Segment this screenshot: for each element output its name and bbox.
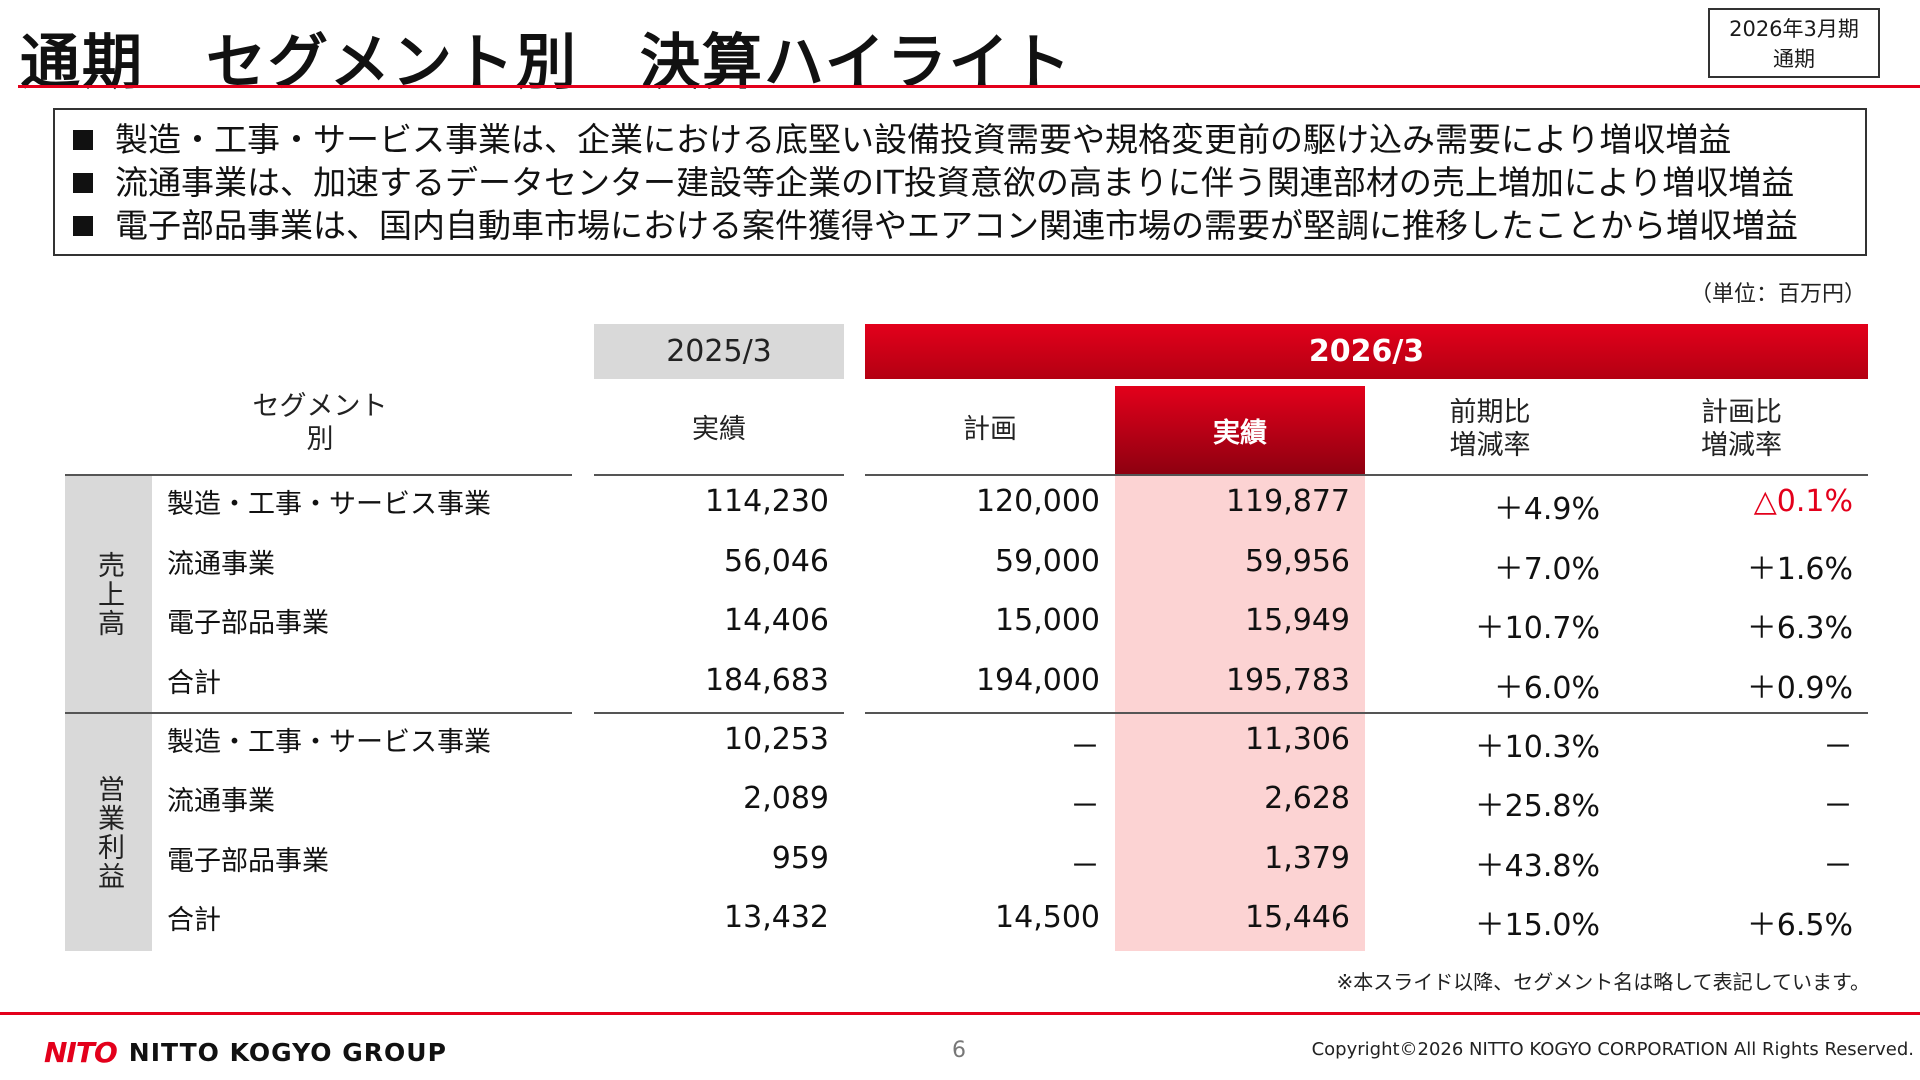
footnote: ※本スライド以降、セグメント名は略して表記しています。 bbox=[1336, 970, 1870, 994]
row-label: 流通事業 bbox=[167, 549, 275, 580]
cell-actual: 11,306 bbox=[1245, 722, 1350, 757]
summary-box: 製造・工事・サービス事業は、企業における底堅い設備投資需要や規格変更前の駆け込み… bbox=[53, 108, 1867, 256]
cell-vsplan: ＋0.9% bbox=[1746, 671, 1853, 706]
summary-item: 電子部品事業は、国内自動車市場における案件獲得やエアコン関連市場の需要が堅調に推… bbox=[69, 204, 1865, 247]
row-label: 合計 bbox=[167, 905, 221, 936]
table-rule bbox=[865, 474, 1868, 476]
header-yoy-line1: 前期比 bbox=[1449, 397, 1531, 428]
cell-vsplan: － bbox=[1823, 730, 1853, 765]
table-rule bbox=[594, 474, 844, 476]
cell-actual: 15,446 bbox=[1245, 900, 1350, 935]
table-rule bbox=[65, 474, 572, 476]
summary-item: 製造・工事・サービス事業は、企業における底堅い設備投資需要や規格変更前の駆け込み… bbox=[69, 118, 1865, 161]
group-operating-profit: 営業利益 bbox=[65, 714, 152, 951]
cell-yoy: ＋43.8% bbox=[1474, 849, 1600, 884]
summary-text: 製造・工事・サービス事業は、企業における底堅い設備投資需要や規格変更前の駆け込み… bbox=[115, 120, 1732, 159]
header-yoy-line2: 増減率 bbox=[1449, 430, 1531, 461]
row-label: 製造・工事・サービス事業 bbox=[167, 727, 491, 758]
cell-plan: 120,000 bbox=[975, 484, 1100, 519]
cell-vsplan: － bbox=[1823, 849, 1853, 884]
footer-divider bbox=[0, 1012, 1920, 1015]
table-rule bbox=[594, 712, 844, 714]
cell-actual: 15,949 bbox=[1245, 603, 1350, 638]
cell-prev: 2,089 bbox=[743, 781, 829, 816]
cell-yoy: ＋6.0% bbox=[1493, 671, 1600, 706]
cell-actual: 2,628 bbox=[1264, 781, 1350, 816]
cell-prev: 56,046 bbox=[724, 544, 829, 579]
cell-vsplan: － bbox=[1823, 789, 1853, 824]
group-sales: 売上高 bbox=[65, 476, 152, 712]
cell-actual: 59,956 bbox=[1245, 544, 1350, 579]
company-logo: NITO NITTO KOGYO GROUP bbox=[44, 1036, 447, 1069]
cell-yoy: ＋10.3% bbox=[1474, 730, 1600, 765]
header-vsplan: 計画比 増減率 bbox=[1615, 396, 1868, 462]
summary-text: 電子部品事業は、国内自動車市場における案件獲得やエアコン関連市場の需要が堅調に推… bbox=[115, 206, 1798, 245]
group-op-label: 営業利益 bbox=[93, 774, 124, 891]
cell-prev: 10,253 bbox=[724, 722, 829, 757]
cell-prev: 13,432 bbox=[724, 900, 829, 935]
logo-text: NITTO KOGYO GROUP bbox=[128, 1038, 447, 1067]
cell-actual: 195,783 bbox=[1225, 663, 1350, 698]
cell-actual: 1,379 bbox=[1264, 841, 1350, 876]
cell-vsplan: ＋1.6% bbox=[1746, 552, 1853, 587]
group-sales-label: 売上高 bbox=[93, 550, 124, 638]
cell-yoy: ＋15.0% bbox=[1474, 908, 1600, 943]
bullet-square-icon bbox=[73, 129, 93, 150]
cell-vsplan: ＋6.5% bbox=[1746, 908, 1853, 943]
title-divider bbox=[18, 85, 1920, 88]
cell-plan: 59,000 bbox=[995, 544, 1100, 579]
copyright: Copyright©2026 NITTO KOGYO CORPORATION A… bbox=[1311, 1039, 1914, 1060]
period-type: 通期 bbox=[1773, 47, 1815, 71]
cell-plan: － bbox=[1070, 789, 1100, 824]
summary-item: 流通事業は、加速するデータセンター建設等企業のIT投資意欲の高まりに伴う関連部材… bbox=[69, 161, 1865, 204]
period-badge: 2026年3月期 通期 bbox=[1708, 8, 1880, 78]
header-prev-actual: 実績 bbox=[692, 414, 746, 445]
logo-mark-icon: NITO bbox=[44, 1036, 118, 1069]
row-label: 流通事業 bbox=[167, 786, 275, 817]
cell-yoy: ＋25.8% bbox=[1474, 789, 1600, 824]
cell-plan: － bbox=[1070, 849, 1100, 884]
cell-plan: － bbox=[1070, 730, 1100, 765]
cell-prev: 14,406 bbox=[724, 603, 829, 638]
row-label: 電子部品事業 bbox=[167, 846, 329, 877]
bullet-square-icon bbox=[73, 172, 93, 193]
cell-yoy: ＋7.0% bbox=[1493, 552, 1600, 587]
period-year: 2026年3月期 bbox=[1729, 17, 1859, 41]
row-label: 製造・工事・サービス事業 bbox=[167, 489, 491, 520]
table-rule bbox=[865, 712, 1868, 714]
header-vsplan-line1: 計画比 bbox=[1701, 397, 1782, 428]
cell-actual: 119,877 bbox=[1225, 484, 1350, 519]
unit-label: （単位：百万円） bbox=[1689, 282, 1866, 307]
header-yoy: 前期比 増減率 bbox=[1365, 396, 1615, 462]
cell-prev: 184,683 bbox=[704, 663, 829, 698]
cell-prev: 959 bbox=[771, 841, 829, 876]
row-label: 電子部品事業 bbox=[167, 608, 329, 639]
header-vsplan-line2: 増減率 bbox=[1701, 430, 1782, 461]
cell-prev: 114,230 bbox=[704, 484, 829, 519]
page-number: 6 bbox=[952, 1038, 966, 1063]
cell-plan: 14,500 bbox=[995, 900, 1100, 935]
cell-vsplan: ＋6.3% bbox=[1746, 611, 1853, 646]
header-segment: セグメント別 bbox=[252, 391, 388, 455]
bullet-square-icon bbox=[73, 215, 93, 236]
header-prev-year: 2025/3 bbox=[594, 324, 844, 379]
cell-yoy: ＋4.9% bbox=[1493, 492, 1600, 527]
cell-vsplan: △0.1% bbox=[1753, 484, 1853, 519]
cell-yoy: ＋10.7% bbox=[1474, 611, 1600, 646]
header-actual: 実績 bbox=[1115, 386, 1365, 474]
header-plan: 計画 bbox=[963, 414, 1017, 445]
cell-plan: 194,000 bbox=[975, 663, 1100, 698]
summary-text: 流通事業は、加速するデータセンター建設等企業のIT投資意欲の高まりに伴う関連部材… bbox=[115, 163, 1795, 202]
table-rule bbox=[65, 712, 572, 714]
row-label: 合計 bbox=[167, 668, 221, 699]
header-curr-year: 2026/3 bbox=[865, 324, 1868, 379]
cell-plan: 15,000 bbox=[995, 603, 1100, 638]
